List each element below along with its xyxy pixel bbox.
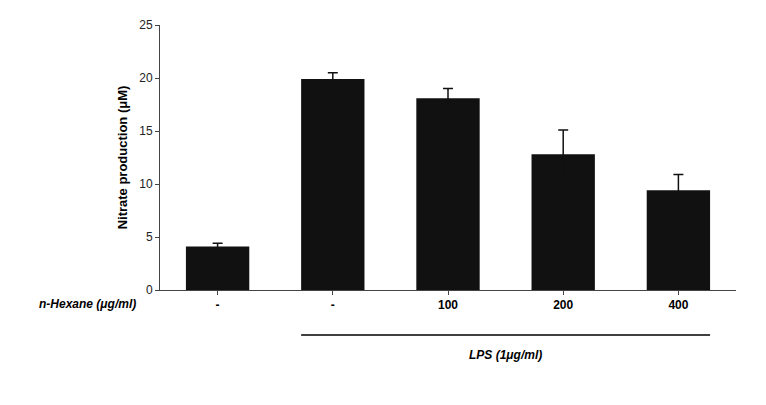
- svg-text:-: -: [331, 298, 335, 312]
- svg-text:0: 0: [146, 283, 153, 297]
- svg-text:25: 25: [139, 18, 153, 32]
- svg-text:n-Hexane (μg/ml): n-Hexane (μg/ml): [39, 297, 136, 311]
- svg-text:15: 15: [139, 124, 153, 138]
- svg-text:5: 5: [146, 230, 153, 244]
- svg-text:Nitrate production (μM): Nitrate production (μM): [115, 86, 130, 230]
- svg-text:-: -: [216, 298, 220, 312]
- svg-text:LPS (1μg/ml): LPS (1μg/ml): [469, 348, 542, 362]
- svg-text:100: 100: [438, 298, 458, 312]
- svg-text:200: 200: [553, 298, 573, 312]
- svg-text:20: 20: [139, 71, 153, 85]
- svg-text:10: 10: [139, 177, 153, 191]
- svg-text:400: 400: [668, 298, 688, 312]
